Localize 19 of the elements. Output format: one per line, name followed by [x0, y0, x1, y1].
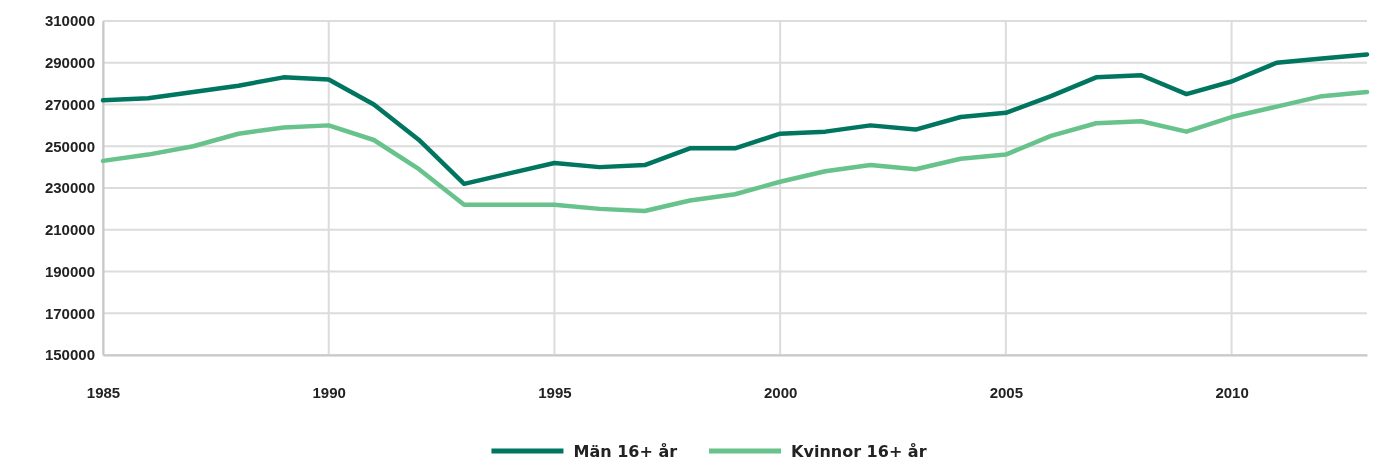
line-series — [100, 89, 1370, 214]
x-tick-label: 1995 — [538, 383, 572, 401]
x-tick-label: 2000 — [763, 383, 798, 401]
y-tick-label: 170000 — [44, 304, 95, 322]
y-tick-label: 290000 — [44, 54, 95, 72]
x-tick-label: 2005 — [989, 383, 1024, 401]
x-tick-label: 2010 — [1215, 383, 1249, 401]
y-tick-label: 310000 — [44, 12, 95, 30]
legend-label: Kvinnor 16+ år — [791, 442, 927, 457]
x-tick-label: 1985 — [86, 383, 121, 401]
y-tick-label: 270000 — [44, 95, 95, 113]
y-tick-label: 230000 — [44, 179, 95, 197]
legend-label: Män 16+ år — [573, 442, 678, 457]
y-tick-label: 150000 — [44, 346, 95, 364]
line-series — [100, 52, 1370, 187]
y-tick-label: 210000 — [44, 221, 95, 239]
y-tick-label: 250000 — [44, 137, 95, 155]
x-tick-label: 1990 — [312, 383, 346, 401]
y-tick-label: 190000 — [44, 262, 95, 280]
